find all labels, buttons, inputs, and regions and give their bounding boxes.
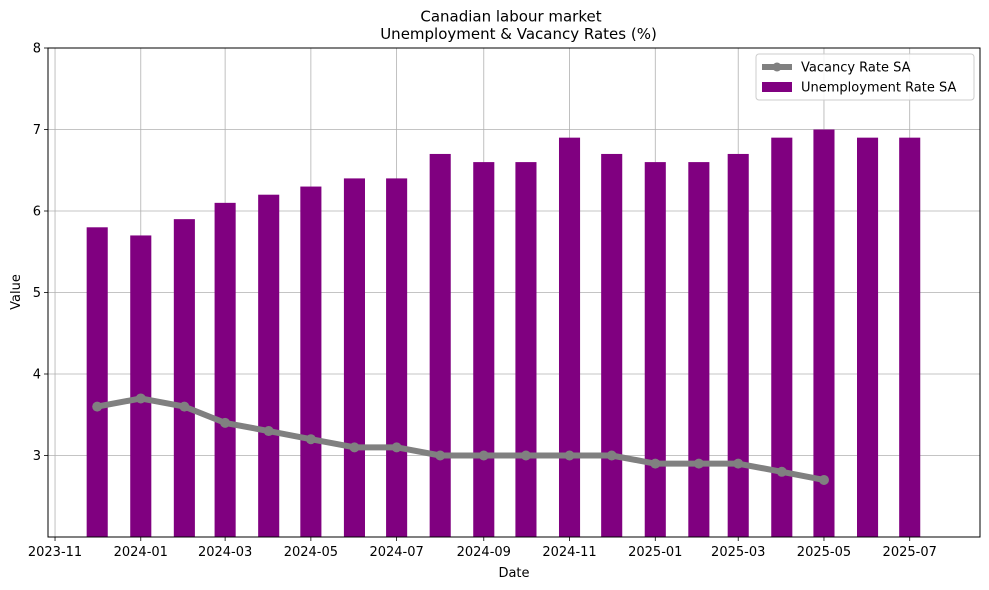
- point-vacancy-rate: [391, 442, 402, 453]
- line-series-group: [92, 393, 829, 485]
- bar-unemployment-rate: [899, 137, 921, 537]
- bar-unemployment-rate: [473, 162, 495, 537]
- x-tick-label: 2025-01: [628, 545, 682, 560]
- bar-unemployment-rate: [300, 186, 322, 538]
- legend: Vacancy Rate SA Unemployment Rate SA: [755, 53, 975, 101]
- point-vacancy-rate: [92, 401, 103, 412]
- point-vacancy-rate: [818, 474, 829, 485]
- x-tick-label: 2024-01: [114, 545, 168, 560]
- legend-marker-vacancy: [772, 62, 782, 72]
- x-tick-label: 2025-07: [883, 545, 937, 560]
- x-tick-label: 2023-11: [28, 545, 82, 560]
- bar-unemployment-rate: [429, 153, 451, 537]
- legend-swatch-unemployment: [762, 82, 792, 92]
- bar-unemployment-rate: [688, 162, 710, 537]
- bar-unemployment-rate: [343, 178, 365, 537]
- point-vacancy-rate: [776, 466, 787, 477]
- point-vacancy-rate: [135, 393, 146, 404]
- y-tick-label: 8: [33, 42, 41, 57]
- x-tick-label: 2024-03: [198, 545, 252, 560]
- legend-label-unemployment: Unemployment Rate SA: [801, 81, 956, 96]
- x-tick-label: 2024-07: [369, 545, 423, 560]
- y-tick-label: 6: [33, 205, 41, 220]
- x-tick-label: 2024-05: [284, 545, 338, 560]
- x-tick-label: 2024-09: [457, 545, 511, 560]
- bar-unemployment-rate: [86, 227, 108, 538]
- x-tick-label: 2025-05: [797, 545, 851, 560]
- bar-unemployment-rate: [813, 129, 835, 537]
- point-vacancy-rate: [693, 458, 704, 469]
- point-vacancy-rate: [733, 458, 744, 469]
- y-tick-label: 3: [33, 449, 41, 464]
- bar-unemployment-rate: [601, 153, 623, 537]
- point-vacancy-rate: [606, 450, 617, 461]
- x-tick-label: 2024-11: [542, 545, 596, 560]
- x-axis-label: Date: [498, 566, 529, 581]
- bar-unemployment-rate: [856, 137, 879, 537]
- point-vacancy-rate: [263, 426, 274, 437]
- point-vacancy-rate: [435, 450, 446, 461]
- line-vacancy-rate: [94, 395, 827, 483]
- y-axis-label: Value: [9, 274, 24, 310]
- chart-subtitle: Unemployment & Vacancy Rates (%): [380, 25, 657, 43]
- bar-unemployment-rate: [515, 162, 537, 537]
- bar-unemployment-rate: [727, 153, 749, 537]
- point-vacancy-rate: [349, 442, 360, 453]
- bar-unemployment-rate: [258, 194, 280, 537]
- legend-box: [755, 53, 975, 101]
- point-vacancy-rate: [478, 450, 489, 461]
- point-vacancy-rate: [650, 458, 661, 469]
- bar-series-group: [86, 129, 921, 538]
- axis-ticks: 2023-11 2024-01 2024-03 2024-05 2024-07 2024-…: [28, 42, 937, 561]
- legend-label-vacancy: Vacancy Rate SA: [801, 61, 911, 76]
- bar-unemployment-rate: [130, 235, 152, 537]
- chart-title: Canadian labour market: [420, 8, 601, 26]
- x-tick-label: 2025-03: [711, 545, 765, 560]
- point-vacancy-rate: [220, 417, 231, 428]
- point-vacancy-rate: [520, 450, 531, 461]
- point-vacancy-rate: [305, 434, 316, 445]
- bar-unemployment-rate: [173, 219, 195, 537]
- bar-unemployment-rate: [771, 137, 793, 537]
- bar-unemployment-rate: [644, 162, 666, 537]
- y-tick-label: 4: [33, 368, 41, 383]
- y-tick-label: 7: [33, 123, 41, 138]
- point-vacancy-rate: [564, 450, 575, 461]
- bar-unemployment-rate: [214, 202, 236, 537]
- bar-unemployment-rate: [558, 137, 581, 537]
- bar-unemployment-rate: [386, 178, 408, 537]
- y-tick-label: 5: [33, 286, 41, 301]
- point-vacancy-rate: [179, 401, 190, 412]
